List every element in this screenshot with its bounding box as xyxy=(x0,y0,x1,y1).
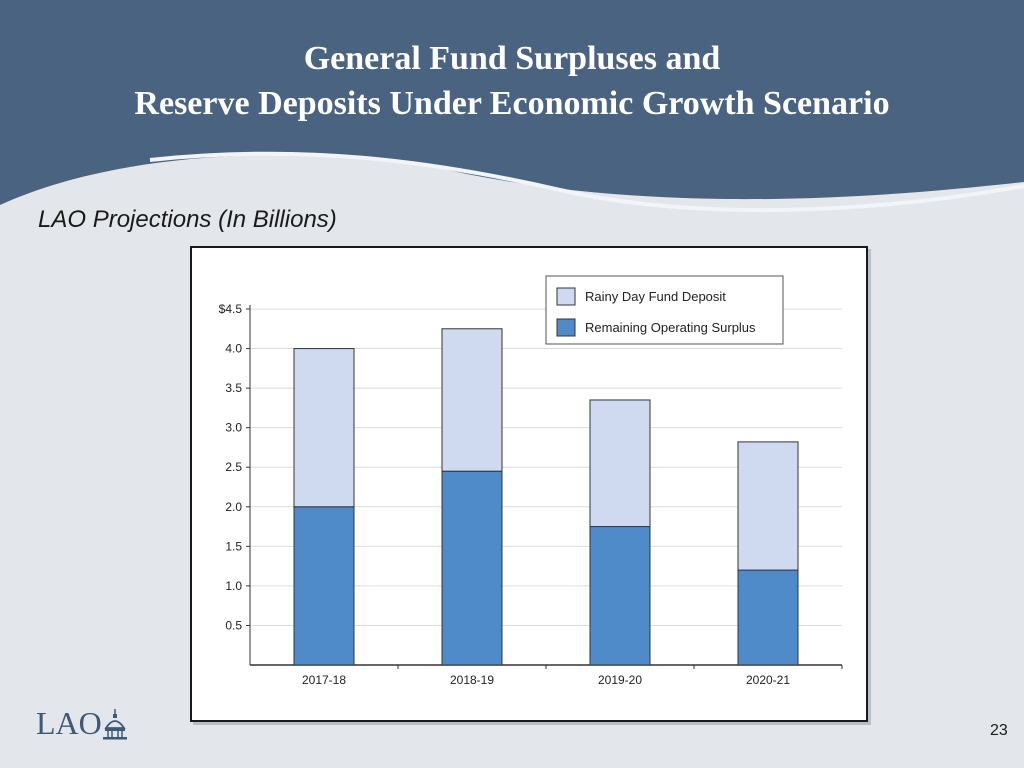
bar-rainy-day-2017-18 xyxy=(293,348,355,508)
header-swoosh xyxy=(149,151,1024,213)
x-tick-label: 2019-20 xyxy=(598,673,642,687)
bar-rainy-day-2019-20 xyxy=(589,399,651,528)
bar-rainy-day-2018-19 xyxy=(441,328,503,472)
legend-label-operating-surplus: Remaining Operating Surplus xyxy=(585,320,756,335)
legend-box xyxy=(545,275,784,345)
lao-logo: LAO xyxy=(36,700,128,740)
legend-swatch-operating-surplus xyxy=(556,318,576,337)
x-tick-label: 2020-21 xyxy=(746,673,790,687)
header-banner xyxy=(0,0,1024,213)
capitol-dome-icon xyxy=(102,709,127,740)
slide-title-line-1: General Fund Surpluses and xyxy=(303,40,721,77)
y-tick-label: 2.5 xyxy=(225,460,242,474)
x-tick-label: 2017-18 xyxy=(302,673,346,687)
y-tick-label: 3.0 xyxy=(225,421,242,435)
legend-label-rainy-day: Rainy Day Fund Deposit xyxy=(585,289,726,304)
chart-subtitle: LAO Projections (In Billions) xyxy=(38,206,337,233)
bar-rainy-day-2020-21 xyxy=(737,441,799,571)
bar-operating-surplus-2018-19 xyxy=(441,470,503,666)
y-tick-label: 1.0 xyxy=(225,579,242,593)
bar-operating-surplus-2017-18 xyxy=(293,506,355,666)
y-tick-label: 0.5 xyxy=(225,618,242,632)
slide-title: General Fund Surpluses and Reserve Depos… xyxy=(0,36,1024,126)
stacked-bar-chart: 0.5 1.0 1.5 2.0 2.5 3.0 3.5 4.0 $4.5 2017-18 2018-… xyxy=(219,275,843,687)
x-tick-label: 2018-19 xyxy=(450,673,494,687)
y-tick-label: 3.5 xyxy=(225,381,242,395)
logo-text: LAO xyxy=(36,705,102,741)
page-number: 23 xyxy=(990,722,1008,739)
y-tick-label: $4.5 xyxy=(219,302,243,316)
y-tick-label: 1.5 xyxy=(225,539,242,553)
chart-frame: 0.5 1.0 1.5 2.0 2.5 3.0 3.5 4.0 $4.5 2017-18 2018-… xyxy=(190,246,868,722)
bar-operating-surplus-2020-21 xyxy=(737,569,799,666)
bar-operating-surplus-2019-20 xyxy=(589,526,651,666)
slide-title-line-2: Reserve Deposits Under Economic Growth S… xyxy=(134,85,890,122)
y-tick-label: 2.0 xyxy=(225,500,242,514)
legend-swatch-rainy-day xyxy=(556,287,576,306)
y-tick-label: 4.0 xyxy=(225,342,242,356)
